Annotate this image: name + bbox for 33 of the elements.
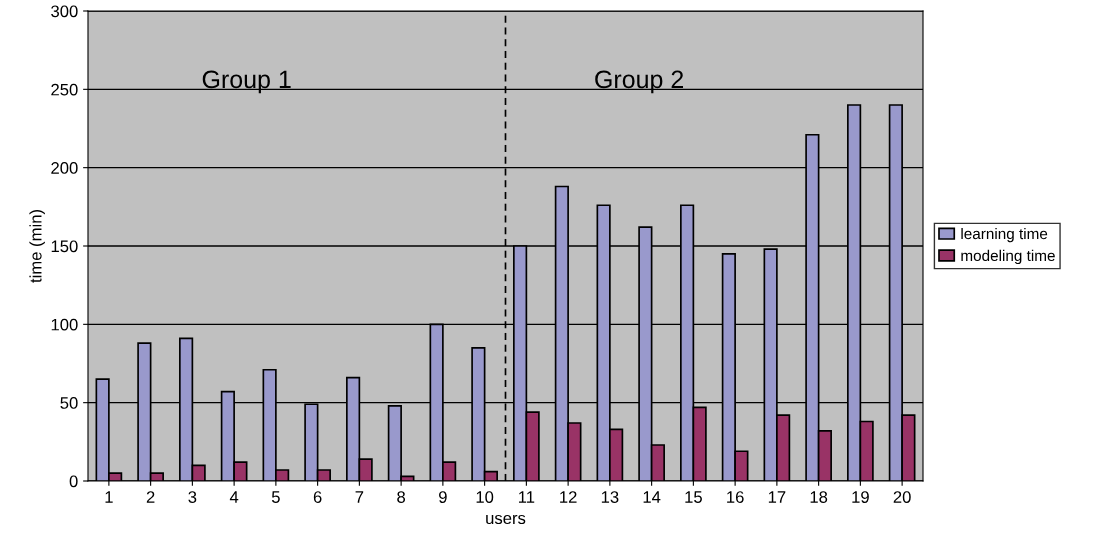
- x-tick-label: 10: [476, 491, 494, 503]
- y-axis-title: time (min): [29, 210, 45, 283]
- x-tick-label: 17: [768, 491, 786, 503]
- x-tick-label: 12: [560, 491, 577, 503]
- x-tick-label: 14: [643, 491, 661, 503]
- x-tick-label: 3: [188, 491, 197, 503]
- x-tick-label: 11: [518, 491, 535, 503]
- x-tick-label: 2: [146, 491, 155, 503]
- x-tick-label: 1: [105, 491, 113, 503]
- y-tick-label: 100: [51, 318, 78, 331]
- x-tick-label: 19: [852, 491, 869, 503]
- legend-label: learning time: [961, 227, 1048, 243]
- annotation: Group 1: [202, 70, 291, 94]
- y-tick-label: 50: [60, 397, 78, 409]
- y-tick-label: 300: [51, 5, 78, 18]
- x-tick-label: 9: [439, 491, 447, 503]
- x-tick-label: 18: [810, 491, 828, 503]
- y-tick-label: 200: [51, 162, 78, 174]
- x-tick-label: 4: [229, 491, 239, 503]
- legend-label: modeling time: [961, 249, 1055, 265]
- x-tick-label: 6: [313, 491, 322, 503]
- x-tick-label: 8: [397, 491, 406, 503]
- y-tick-label: 250: [51, 83, 78, 96]
- x-tick-label: 7: [355, 491, 364, 503]
- x-tick-label: 16: [727, 491, 744, 503]
- y-tick-label: 150: [51, 240, 78, 253]
- x-tick-label: 15: [685, 491, 702, 503]
- x-tick-label: 5: [271, 491, 280, 503]
- x-tick-label: 13: [601, 491, 619, 503]
- annotation: Group 2: [595, 70, 684, 94]
- x-axis-title: users: [486, 514, 526, 525]
- y-tick-label: 0: [69, 475, 78, 488]
- x-tick-label: 20: [893, 491, 911, 503]
